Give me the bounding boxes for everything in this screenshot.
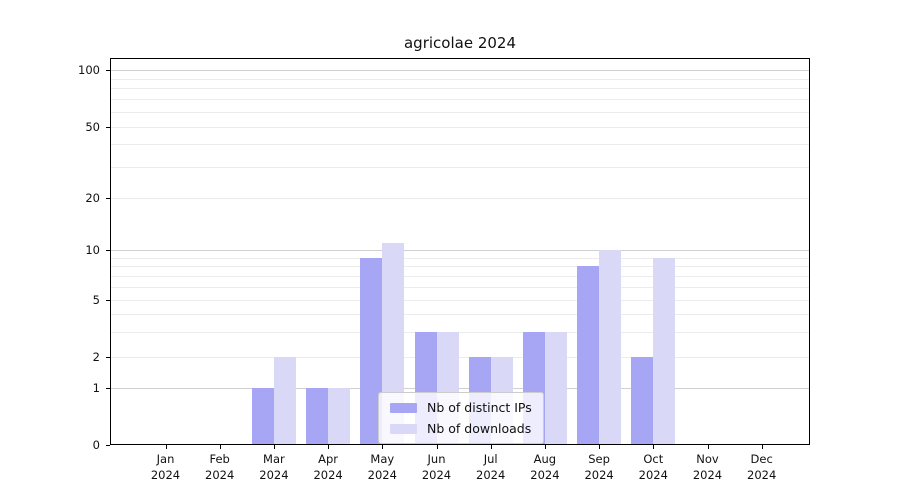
y-tick-label: 20 [85, 191, 100, 205]
x-tick [436, 445, 438, 449]
bar-distinct-ips-oct [631, 357, 654, 445]
x-tick [273, 445, 275, 449]
major-gridline [111, 70, 809, 71]
x-tick-label: Jan 2024 [150, 452, 181, 482]
bar-downloads-sep [599, 250, 622, 445]
y-tick [106, 198, 110, 199]
minor-gridline [111, 332, 809, 333]
x-tick [165, 445, 167, 449]
y-tick-label: 1 [92, 381, 100, 395]
x-tick [490, 445, 492, 449]
minor-gridline [111, 144, 809, 145]
x-tick [599, 445, 601, 449]
major-gridline [111, 388, 809, 389]
x-tick-label: May 2024 [367, 452, 397, 482]
bar-distinct-ips-mar [251, 388, 274, 445]
x-tick [707, 445, 709, 449]
x-tick-label: Jun 2024 [421, 452, 452, 482]
bar-downloads-oct [653, 257, 676, 445]
y-tick [106, 70, 110, 71]
minor-gridline [111, 99, 809, 100]
bar-distinct-ips-may [360, 257, 383, 445]
x-tick [328, 445, 330, 449]
y-tick [106, 388, 110, 389]
y-tick [106, 127, 110, 128]
y-tick-label: 10 [85, 243, 100, 257]
plot-frame [110, 58, 810, 445]
bar-downloads-aug [544, 331, 567, 445]
x-tick-label: Oct 2024 [638, 452, 668, 482]
legend-row-downloads: Nb of downloads [390, 421, 532, 436]
x-tick [382, 445, 384, 449]
x-tick-label: Feb 2024 [205, 452, 235, 482]
x-tick-label: Sep 2024 [584, 452, 614, 482]
minor-gridline [111, 287, 809, 288]
minor-gridline [111, 314, 809, 315]
legend-row-distinct-ips: Nb of distinct IPs [390, 400, 532, 415]
legend-swatch-downloads [390, 423, 417, 434]
bar-distinct-ips-sep [577, 266, 600, 445]
x-tick-label: Dec 2024 [747, 452, 777, 482]
y-tick [106, 445, 110, 446]
legend-swatch-distinct-ips [390, 402, 417, 413]
minor-gridline [111, 79, 809, 80]
y-tick [106, 250, 110, 251]
x-tick [761, 445, 763, 449]
minor-gridline [111, 357, 809, 358]
bar-distinct-ips-apr [306, 388, 329, 445]
x-tick [544, 445, 546, 449]
bar-downloads-apr [328, 388, 351, 445]
x-tick-label: Aug 2024 [530, 452, 560, 482]
minor-gridline [111, 276, 809, 277]
y-tick-label: 0 [92, 438, 100, 452]
chart-title: agricolae 2024 [403, 34, 516, 52]
minor-gridline [111, 300, 809, 301]
bar-downloads-mar [273, 357, 296, 445]
legend-label-downloads: Nb of downloads [427, 421, 532, 436]
x-tick [219, 445, 221, 449]
minor-gridline [111, 258, 809, 259]
x-tick [653, 445, 655, 449]
x-tick-label: Mar 2024 [259, 452, 289, 482]
y-tick-label: 100 [78, 63, 100, 77]
minor-gridline [111, 127, 809, 128]
minor-gridline [111, 112, 809, 113]
legend: Nb of distinct IPs Nb of downloads [378, 392, 544, 444]
legend-label-distinct-ips: Nb of distinct IPs [427, 400, 532, 415]
minor-gridline [111, 266, 809, 267]
y-tick-label: 50 [85, 120, 100, 134]
x-tick-label: Jul 2024 [476, 452, 506, 482]
minor-gridline [111, 88, 809, 89]
y-tick-label: 2 [92, 350, 100, 364]
minor-gridline [111, 198, 809, 199]
major-gridline [111, 250, 809, 251]
y-tick [106, 357, 110, 358]
y-tick-label: 5 [92, 293, 100, 307]
x-tick-label: Nov 2024 [692, 452, 723, 482]
y-tick [106, 300, 110, 301]
minor-gridline [111, 167, 809, 168]
x-tick-label: Apr 2024 [313, 452, 343, 482]
